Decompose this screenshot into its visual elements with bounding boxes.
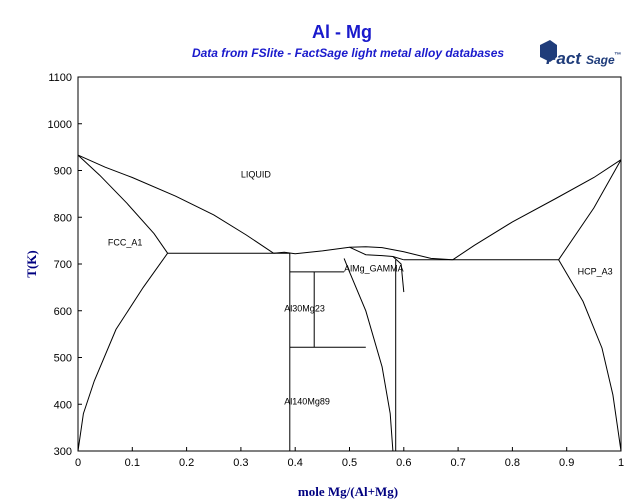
phase-boundary-16 xyxy=(558,259,622,452)
x-tick-label-4: 0.4 xyxy=(288,457,303,469)
y-tick-label-8: 1100 xyxy=(48,72,72,84)
x-tick-label-8: 0.8 xyxy=(505,457,520,469)
region-labels: LIQUID FCC_A1 AlMg_GAMMA Al30Mg23 Al140Mg89 H… xyxy=(108,170,613,407)
x-tick-label-5: 0.5 xyxy=(342,457,357,469)
x-tick-label-10: 1 xyxy=(618,457,624,469)
y-tick-label-7: 1000 xyxy=(48,119,72,131)
x-tick-label-6: 0.6 xyxy=(396,457,411,469)
logo-trademark: ™ xyxy=(614,52,621,59)
region-label-2: AlMg_GAMMA xyxy=(344,264,404,274)
y-tick-label-6: 900 xyxy=(54,166,72,178)
phase-boundary-11 xyxy=(349,246,404,261)
phase-boundary-2 xyxy=(452,159,622,261)
y-tick-label-5: 800 xyxy=(54,212,72,224)
region-label-5: HCP_A3 xyxy=(578,266,613,276)
x-axis-label: mole Mg/(Al+Mg) xyxy=(298,484,398,499)
region-label-4: Al140Mg89 xyxy=(284,396,330,406)
y-axis-label: T(K) xyxy=(24,250,39,277)
x-tick-label-3: 0.3 xyxy=(233,457,248,469)
region-label-0: LIQUID xyxy=(241,170,272,180)
x-tick-label-2: 0.2 xyxy=(179,457,194,469)
chart-subtitle: Data from FSlite - FactSage light metal … xyxy=(192,46,504,60)
x-tick-label-9: 0.9 xyxy=(559,457,574,469)
logo-mark xyxy=(540,40,557,62)
y-tick-label-4: 700 xyxy=(54,259,72,271)
phase-boundary-15 xyxy=(558,159,622,261)
phase-boundary-0 xyxy=(77,154,274,254)
region-label-3: Al30Mg23 xyxy=(284,304,325,314)
y-axis: 300 400 500 600 700 800 900 1000 1100 xyxy=(48,72,82,458)
x-tick-label-0: 0 xyxy=(75,457,81,469)
y-tick-label-0: 300 xyxy=(54,446,72,458)
y-tick-label-2: 500 xyxy=(54,353,72,365)
chart-title: Al - Mg xyxy=(312,22,372,42)
x-axis: 0 0.1 0.2 0.3 0.4 0.5 0.6 0.7 0.8 0.9 1 xyxy=(75,447,624,469)
x-tick-label-1: 0.1 xyxy=(125,457,140,469)
y-tick-label-3: 600 xyxy=(54,306,72,318)
factsage-logo: Fact Sage ™ xyxy=(540,40,621,68)
phase-boundary-4 xyxy=(77,252,169,452)
phase-boundary-10 xyxy=(343,258,394,452)
y-tick-label-1: 400 xyxy=(54,399,72,411)
phase-boundary-12 xyxy=(392,256,405,293)
x-tick-label-7: 0.7 xyxy=(450,457,465,469)
phase-boundary-3 xyxy=(77,154,169,254)
logo-text-sage: Sage xyxy=(586,53,615,67)
logo-text-fact: Fact xyxy=(546,49,582,68)
region-label-1: FCC_A1 xyxy=(108,237,143,247)
phase-lines xyxy=(77,154,622,452)
